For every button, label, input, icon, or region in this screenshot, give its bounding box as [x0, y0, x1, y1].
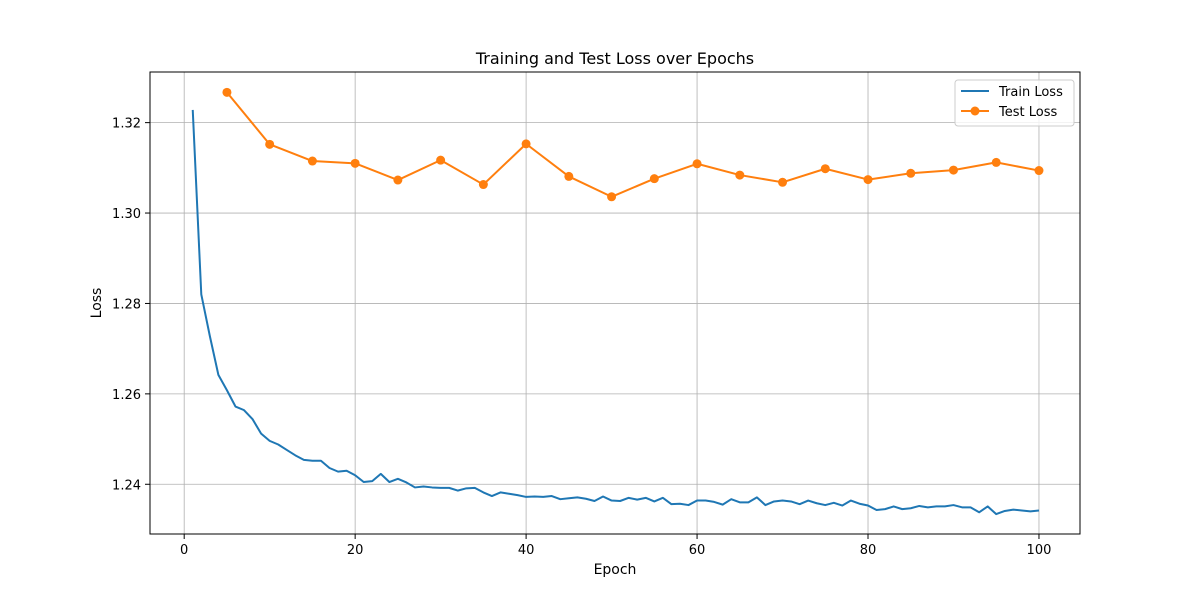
test-loss-point [735, 170, 745, 180]
test-loss-point [521, 139, 531, 149]
test-loss-point [436, 155, 446, 165]
test-loss-point [692, 159, 702, 169]
y-tick-label: 1.26 [112, 388, 141, 403]
y-tick-label: 1.30 [112, 207, 141, 222]
test-loss-point [991, 157, 1001, 167]
y-tick-label: 1.24 [112, 478, 141, 493]
test-loss-point [222, 87, 232, 97]
test-loss-point [393, 175, 403, 185]
legend: Train Loss Test Loss [954, 79, 1075, 127]
axis-ticks: 0 20 40 60 80 100 1.24 1.26 1.28 1.30 1.32 [112, 117, 1051, 558]
test-loss-point [820, 164, 830, 174]
legend-train-loss-label: Train Loss [998, 85, 1063, 100]
y-axis-title: Loss [89, 288, 105, 319]
x-tick-label: 0 [180, 543, 188, 558]
x-tick-label: 60 [689, 543, 706, 558]
test-loss-point [863, 175, 873, 185]
test-loss-line [226, 91, 1040, 198]
x-axis-title: Epoch [594, 562, 637, 578]
test-loss-point [1034, 166, 1044, 176]
plot-series [191, 87, 1044, 516]
chart-title: Training and Test Loss over Epochs [475, 49, 754, 68]
x-tick-label: 20 [347, 543, 364, 558]
x-tick-label: 80 [860, 543, 877, 558]
test-loss-point [778, 177, 788, 187]
legend-test-loss-marker [970, 106, 980, 116]
test-loss-point [564, 171, 574, 181]
test-loss-point [307, 156, 317, 166]
test-loss-point [478, 180, 488, 190]
test-loss-point [906, 168, 916, 178]
test-loss-point [350, 158, 360, 168]
y-tick-label: 1.32 [112, 117, 141, 132]
x-tick-label: 40 [518, 543, 535, 558]
test-loss-point [649, 174, 659, 184]
train-loss-line [191, 109, 1040, 516]
y-tick-label: 1.28 [112, 297, 141, 312]
test-loss-point [265, 139, 275, 149]
legend-test-loss-label: Test Loss [998, 105, 1057, 120]
x-tick-label: 100 [1027, 543, 1052, 558]
test-loss-point [948, 165, 958, 175]
test-loss-point [607, 192, 617, 202]
grid-lines [150, 72, 1080, 534]
